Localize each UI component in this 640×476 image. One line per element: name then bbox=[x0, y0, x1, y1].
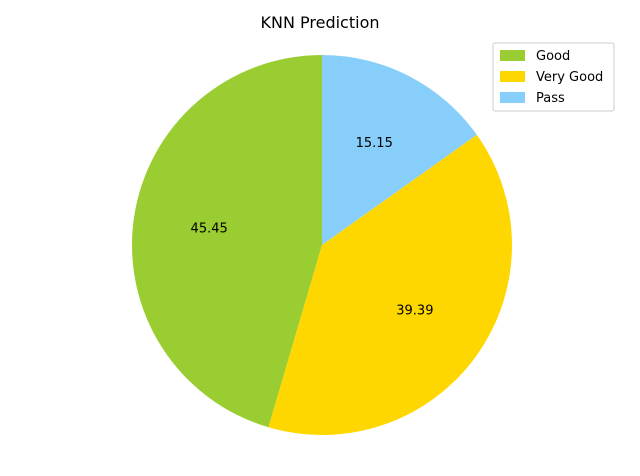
slice-label-very-good: 39.39 bbox=[396, 304, 433, 319]
legend-label-pass: Pass bbox=[536, 91, 565, 106]
slice-label-pass: 15.15 bbox=[356, 136, 393, 151]
legend-swatch-pass bbox=[500, 92, 525, 103]
pie-slices bbox=[132, 55, 512, 435]
pie-slice-pass bbox=[322, 55, 477, 245]
legend: Good Very Good Pass bbox=[492, 42, 615, 112]
legend-label-good: Good bbox=[536, 49, 570, 64]
pie-slice-labels: 45.45 39.39 15.15 bbox=[191, 136, 434, 318]
legend-label-very-good: Very Good bbox=[536, 70, 603, 85]
chart-title: KNN Prediction bbox=[261, 13, 380, 32]
slice-label-good: 45.45 bbox=[191, 221, 228, 236]
legend-swatch-good bbox=[500, 50, 525, 61]
legend-swatch-very-good bbox=[500, 71, 525, 82]
pie-slice-good bbox=[132, 55, 322, 428]
pie-slice-very-good bbox=[268, 134, 512, 435]
